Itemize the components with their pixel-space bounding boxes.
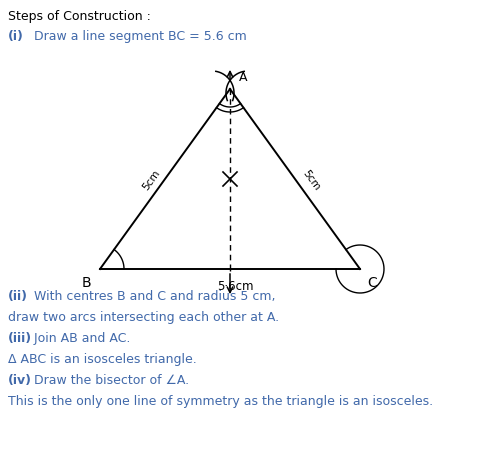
Text: A: A bbox=[239, 71, 248, 84]
Text: B: B bbox=[81, 275, 91, 289]
Text: 5·6cm: 5·6cm bbox=[217, 279, 253, 293]
Text: Draw a line segment BC = 5.6 cm: Draw a line segment BC = 5.6 cm bbox=[30, 30, 247, 43]
Text: Δ ABC is an isosceles triangle.: Δ ABC is an isosceles triangle. bbox=[8, 352, 197, 365]
Text: (iv): (iv) bbox=[8, 373, 32, 386]
Text: (i): (i) bbox=[8, 30, 24, 43]
Text: draw two arcs intersecting each other at A.: draw two arcs intersecting each other at… bbox=[8, 310, 279, 324]
Text: (iii): (iii) bbox=[8, 331, 32, 344]
Text: This is the only one line of symmetry as the triangle is an isosceles.: This is the only one line of symmetry as… bbox=[8, 394, 433, 407]
Text: 5cm: 5cm bbox=[140, 167, 162, 192]
Text: 5cm: 5cm bbox=[300, 167, 322, 192]
Text: Draw the bisector of ∠A.: Draw the bisector of ∠A. bbox=[30, 373, 189, 386]
Text: Steps of Construction :: Steps of Construction : bbox=[8, 10, 151, 23]
Text: Join AB and AC.: Join AB and AC. bbox=[30, 331, 131, 344]
Text: C: C bbox=[367, 275, 377, 289]
Text: With centres B and C and radius 5 cm,: With centres B and C and radius 5 cm, bbox=[30, 289, 276, 302]
Text: (ii): (ii) bbox=[8, 289, 28, 302]
